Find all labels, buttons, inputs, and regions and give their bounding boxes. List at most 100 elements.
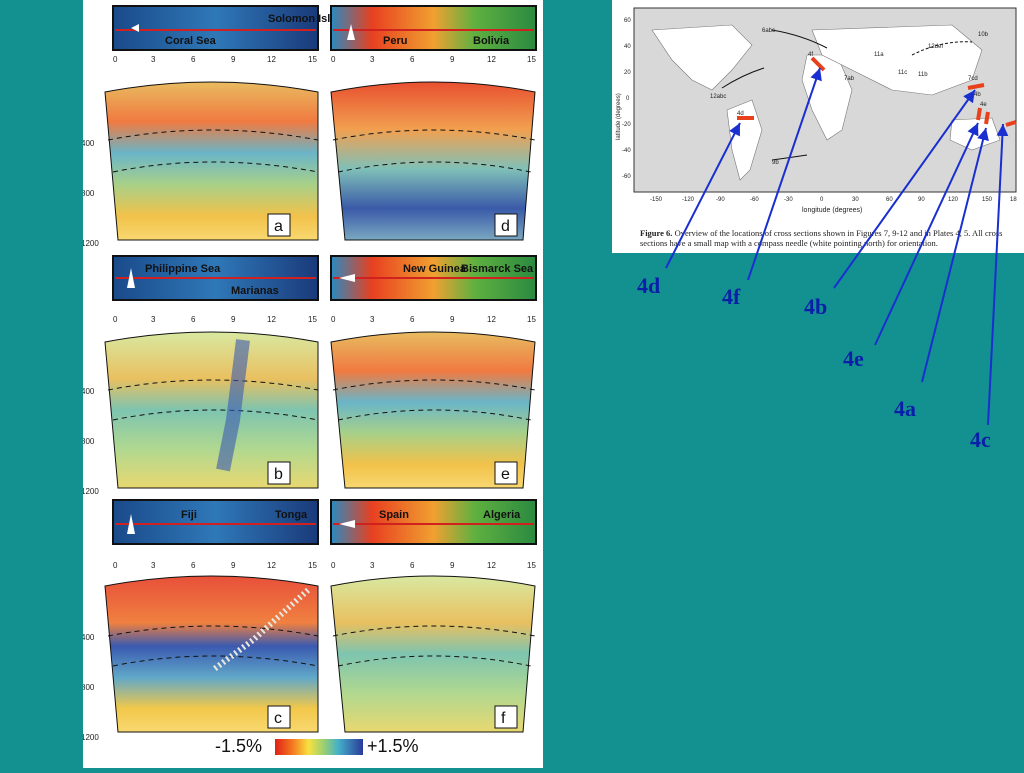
panel-label: b — [274, 466, 283, 483]
section-label: 7cd — [968, 76, 978, 82]
arrow-4c — [987, 123, 1009, 426]
compass-needle-icon — [131, 24, 139, 32]
callout-4c: 4c — [970, 427, 991, 452]
tick-label: 9 — [450, 315, 455, 324]
map-label: Algeria — [483, 509, 521, 521]
x-axis-label: longitude (degrees) — [802, 207, 862, 214]
map-label: Coral Sea — [165, 35, 217, 47]
panel-e-map: New Guinea Bismarck Sea — [330, 255, 537, 301]
tick-label: 12 — [267, 55, 276, 64]
depth-tick: 800 — [83, 189, 95, 198]
tick-label: 6 — [410, 561, 415, 570]
tick-label: 9 — [231, 55, 236, 64]
arrow-4e — [874, 122, 979, 346]
north-america-shape — [651, 24, 753, 91]
lon-tick: 30 — [852, 197, 859, 203]
colorbar-min-label: -1.5% — [215, 736, 263, 756]
arrow-4a — [921, 127, 989, 383]
panel-d-section: d — [330, 81, 536, 241]
panel-label: e — [501, 466, 510, 483]
section-label: 10b — [978, 32, 989, 38]
caption-title: Figure 6. — [640, 228, 673, 238]
lon-tick: -60 — [750, 197, 759, 203]
map-label: Marianas — [231, 285, 279, 297]
tick-label: 3 — [151, 315, 156, 324]
panel-f-ticks: 0 3 6 9 12 15 — [331, 561, 536, 570]
tick-label: 15 — [308, 561, 317, 570]
section-label: 11c — [898, 70, 907, 76]
panel-label: d — [501, 218, 510, 235]
tick-label: 6 — [191, 315, 196, 324]
section-marker-4e — [976, 107, 982, 121]
tick-label: 6 — [410, 315, 415, 324]
lat-tick: 20 — [624, 70, 631, 76]
map-label: Spain — [379, 509, 409, 521]
map-label: Tonga — [275, 509, 308, 521]
lat-tick: -20 — [622, 122, 631, 128]
tick-label: 0 — [113, 561, 118, 570]
map-label: Peru — [383, 35, 407, 47]
tick-label: 15 — [527, 561, 536, 570]
depth-tick: 1200 — [83, 487, 99, 496]
section-label: 11a — [874, 52, 884, 58]
tick-label: 12 — [487, 315, 496, 324]
lon-tick: -120 — [682, 197, 695, 203]
tick-label: 15 — [308, 55, 317, 64]
compass-needle-icon — [339, 520, 355, 528]
y-axis-label: latitude (degrees) — [616, 93, 622, 140]
lon-tick: 90 — [918, 197, 925, 203]
depth-tick: 1200 — [83, 239, 99, 248]
tick-label: 0 — [331, 55, 336, 64]
lon-tick: -30 — [784, 197, 793, 203]
lon-tick: -150 — [650, 197, 663, 203]
lat-tick: -60 — [622, 174, 631, 180]
tick-label: 9 — [450, 561, 455, 570]
panel-a-section: a — [104, 81, 319, 241]
panel-c-map: Fiji Tonga — [112, 499, 319, 545]
map-label: Bismarck Sea — [461, 263, 534, 275]
tick-label: 12 — [487, 561, 496, 570]
lat-tick: 0 — [626, 96, 630, 102]
tick-label: 3 — [370, 561, 375, 570]
section-label: 7ab — [844, 76, 855, 82]
compass-needle-icon — [127, 514, 135, 534]
section-label: 12abc — [710, 94, 726, 100]
panel-b-ticks: 0 3 6 9 12 15 — [113, 315, 317, 324]
panel-f-section: f — [330, 575, 536, 733]
section-label: 12def — [928, 44, 943, 50]
section-label: 4f — [808, 52, 813, 58]
colorbar — [275, 739, 363, 755]
tick-label: 15 — [527, 55, 536, 64]
callout-4b: 4b — [804, 294, 828, 319]
tick-label: 3 — [151, 55, 156, 64]
section-label: 4d — [737, 111, 744, 117]
panel-c-section: c — [104, 575, 319, 733]
lon-tick: 150 — [982, 197, 993, 203]
compass-needle-icon — [339, 274, 355, 282]
callout-4e: 4e — [843, 346, 864, 371]
callout-4d: 4d — [637, 273, 661, 298]
section-label: 9b — [772, 160, 779, 166]
panel-e-section: e — [330, 331, 536, 489]
tick-label: 0 — [113, 55, 118, 64]
tick-label: 0 — [331, 315, 336, 324]
tick-label: 15 — [527, 315, 536, 324]
lat-tick: -40 — [622, 148, 631, 154]
tick-label: 12 — [267, 315, 276, 324]
panel-label: a — [274, 218, 283, 235]
depth-tick: 400 — [83, 139, 95, 148]
panel-f-map: Spain Algeria — [330, 499, 537, 545]
eurasia-shape — [811, 24, 983, 96]
tick-label: 0 — [331, 561, 336, 570]
colorbar-max-label: +1.5% — [367, 736, 419, 756]
lon-tick: -90 — [716, 197, 725, 203]
arrow-4f — [747, 67, 822, 281]
lat-tick: 40 — [624, 44, 631, 50]
panel-d-map: Peru Bolivia — [330, 5, 537, 51]
arrow-4b — [833, 89, 976, 289]
panel-a-ticks: 0 3 6 9 12 15 — [113, 55, 317, 64]
tick-label: 0 — [113, 315, 118, 324]
depth-tick: 400 — [83, 387, 95, 396]
tick-label: 12 — [487, 55, 496, 64]
